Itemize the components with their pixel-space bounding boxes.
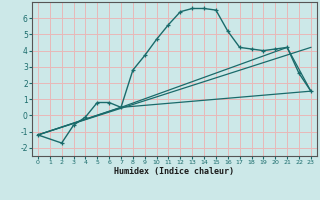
X-axis label: Humidex (Indice chaleur): Humidex (Indice chaleur) [115,167,234,176]
